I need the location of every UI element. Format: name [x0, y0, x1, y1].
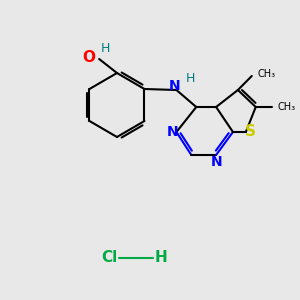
Text: S: S — [245, 124, 256, 140]
Text: H: H — [186, 71, 195, 85]
Text: N: N — [169, 79, 180, 93]
Text: N: N — [210, 155, 222, 169]
Text: H: H — [100, 43, 110, 56]
Text: Cl: Cl — [101, 250, 117, 266]
Text: CH₃: CH₃ — [258, 69, 276, 79]
Text: O: O — [83, 50, 96, 64]
Text: H: H — [154, 250, 167, 266]
Text: N: N — [167, 125, 178, 139]
Text: CH₃: CH₃ — [278, 102, 296, 112]
